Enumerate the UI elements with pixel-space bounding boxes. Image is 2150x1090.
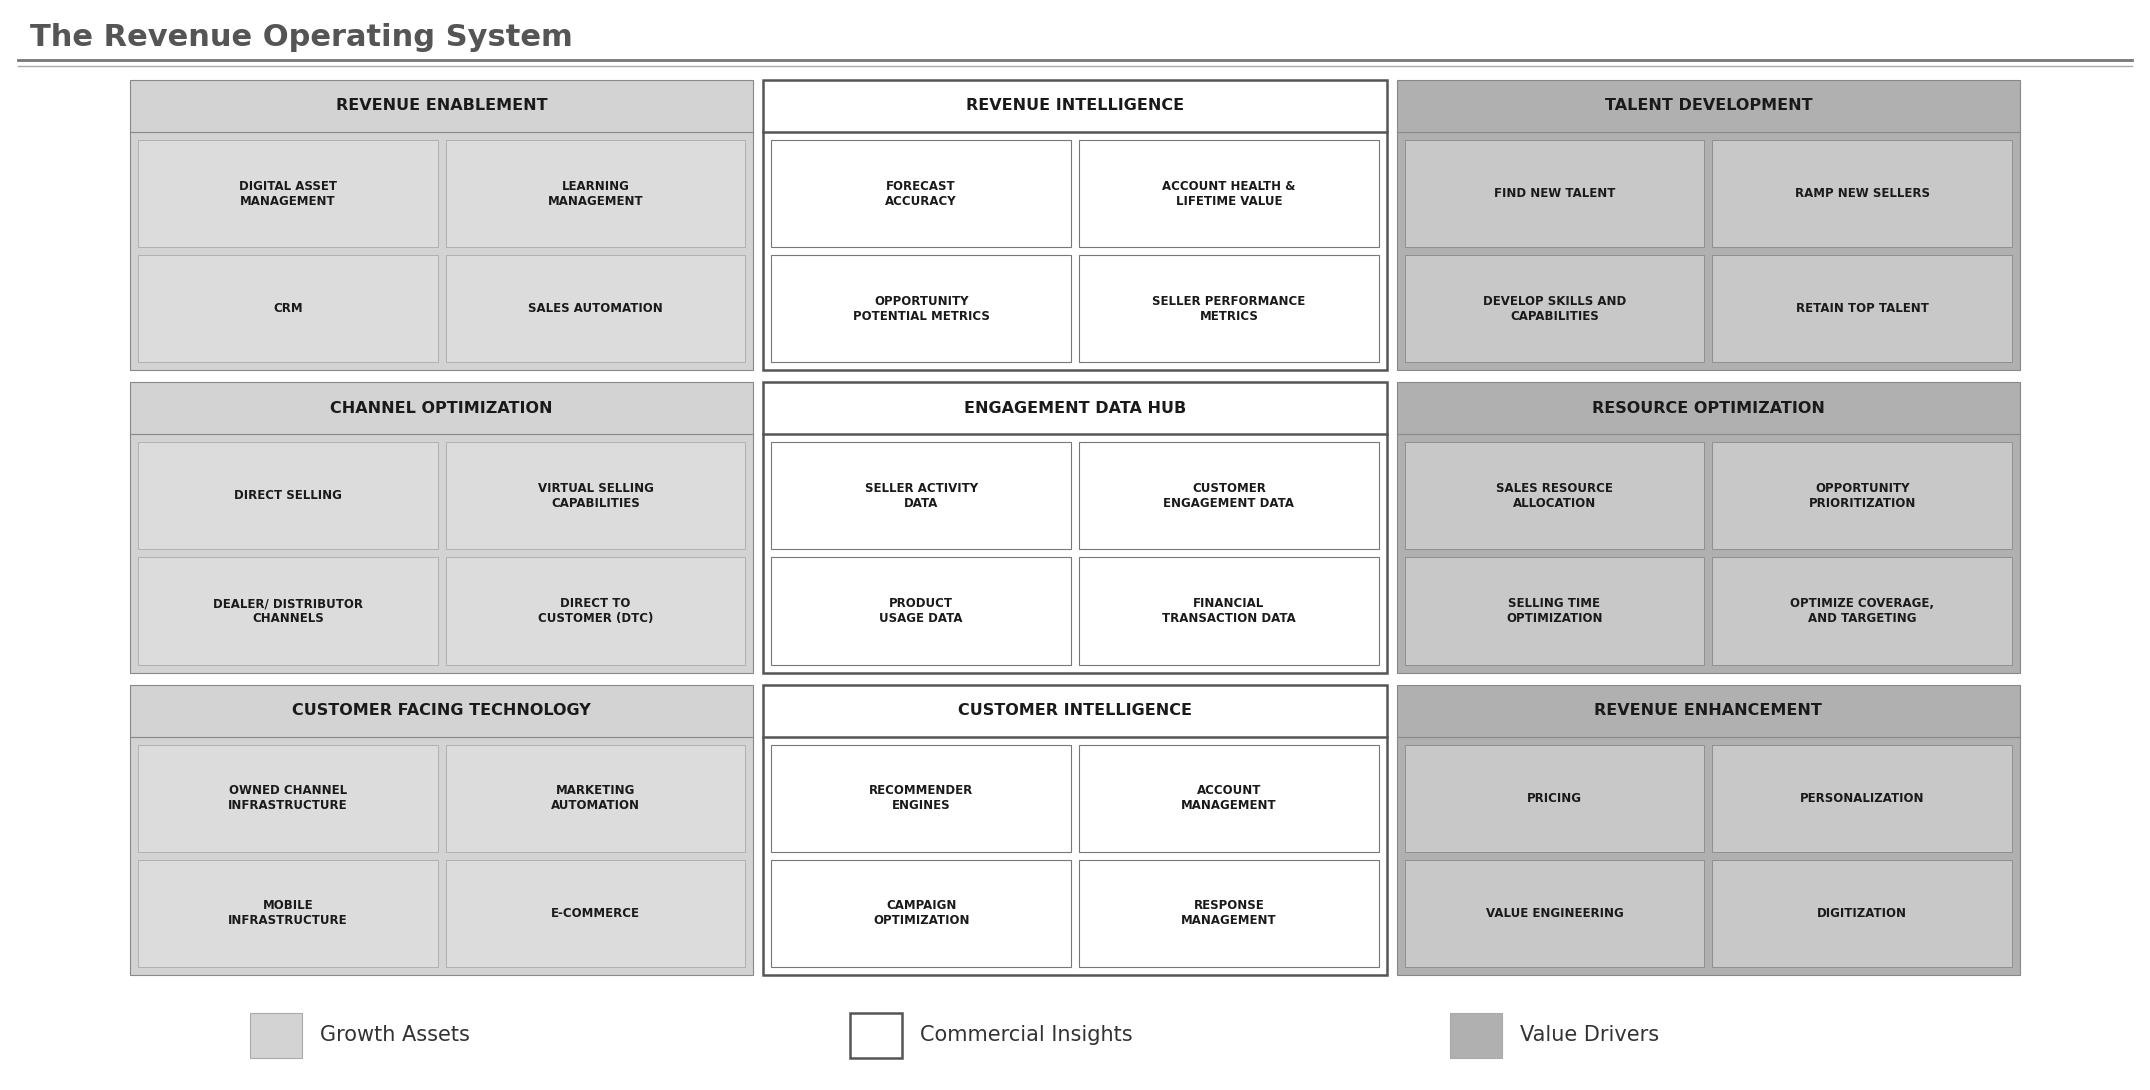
Bar (1711, 557, 2012, 665)
Text: DIGITAL ASSET
MANAGEMENT: DIGITAL ASSET MANAGEMENT (239, 180, 338, 207)
Text: FINANCIAL
TRANSACTION DATA: FINANCIAL TRANSACTION DATA (1161, 597, 1296, 625)
Text: REVENUE ENHANCEMENT: REVENUE ENHANCEMENT (1595, 703, 1823, 718)
Text: TALENT DEVELOPMENT: TALENT DEVELOPMENT (1604, 98, 1812, 113)
Text: SELLING TIME
OPTIMIZATION: SELLING TIME OPTIMIZATION (1507, 597, 1602, 625)
Bar (1711, 744, 2012, 851)
Bar (138, 140, 439, 247)
Bar (772, 744, 1071, 851)
Bar (772, 140, 1071, 247)
Bar (1079, 140, 1378, 247)
Bar (1079, 860, 1378, 967)
Text: DIRECT TO
CUSTOMER (DTC): DIRECT TO CUSTOMER (DTC) (538, 597, 654, 625)
Bar (772, 557, 1071, 665)
Text: Commercial Insights: Commercial Insights (920, 1025, 1133, 1045)
Text: PRICING: PRICING (1526, 791, 1582, 804)
Bar (1079, 744, 1378, 851)
Bar (1449, 1013, 1503, 1057)
Text: E-COMMERCE: E-COMMERCE (550, 907, 641, 920)
Text: OPTIMIZE COVERAGE,
AND TARGETING: OPTIMIZE COVERAGE, AND TARGETING (1791, 597, 1935, 625)
Bar (1711, 443, 2012, 549)
Bar (1404, 443, 1705, 549)
Text: LEARNING
MANAGEMENT: LEARNING MANAGEMENT (548, 180, 643, 207)
Text: CAMPAIGN
OPTIMIZATION: CAMPAIGN OPTIMIZATION (873, 899, 970, 928)
Text: SALES RESOURCE
ALLOCATION: SALES RESOURCE ALLOCATION (1496, 482, 1612, 510)
Bar (129, 685, 752, 974)
Bar (1711, 140, 2012, 247)
Text: FIND NEW TALENT: FIND NEW TALENT (1494, 187, 1615, 201)
Bar (138, 255, 439, 362)
Bar (138, 443, 439, 549)
Text: DEALER/ DISTRIBUTOR
CHANNELS: DEALER/ DISTRIBUTOR CHANNELS (213, 597, 363, 625)
Text: DIRECT SELLING: DIRECT SELLING (234, 489, 342, 502)
Text: CUSTOMER
ENGAGEMENT DATA: CUSTOMER ENGAGEMENT DATA (1163, 482, 1294, 510)
Bar (1398, 80, 2021, 371)
Text: RAMP NEW SELLERS: RAMP NEW SELLERS (1795, 187, 1931, 201)
Bar (445, 744, 746, 851)
Text: DEVELOP SKILLS AND
CAPABILITIES: DEVELOP SKILLS AND CAPABILITIES (1483, 294, 1625, 323)
Text: CUSTOMER FACING TECHNOLOGY: CUSTOMER FACING TECHNOLOGY (292, 703, 591, 718)
Text: OPPORTUNITY
POTENTIAL METRICS: OPPORTUNITY POTENTIAL METRICS (854, 294, 989, 323)
Text: DIGITIZATION: DIGITIZATION (1817, 907, 1907, 920)
Bar (249, 1013, 301, 1057)
Text: RETAIN TOP TALENT: RETAIN TOP TALENT (1795, 302, 1929, 315)
Text: RESOURCE OPTIMIZATION: RESOURCE OPTIMIZATION (1591, 401, 1825, 415)
Bar (772, 443, 1071, 549)
Bar (138, 744, 439, 851)
Bar (1079, 557, 1378, 665)
Bar (1404, 255, 1705, 362)
Text: REVENUE ENABLEMENT: REVENUE ENABLEMENT (335, 98, 548, 113)
Bar (1404, 744, 1705, 851)
Text: CUSTOMER INTELLIGENCE: CUSTOMER INTELLIGENCE (959, 703, 1191, 718)
Text: Growth Assets: Growth Assets (320, 1025, 471, 1045)
Bar (849, 1013, 903, 1057)
Bar (772, 860, 1071, 967)
Text: CHANNEL OPTIMIZATION: CHANNEL OPTIMIZATION (331, 401, 553, 415)
Bar (445, 860, 746, 967)
Bar (763, 685, 1387, 974)
Text: REVENUE INTELLIGENCE: REVENUE INTELLIGENCE (965, 98, 1185, 113)
Bar (1079, 255, 1378, 362)
Text: SALES AUTOMATION: SALES AUTOMATION (529, 302, 662, 315)
Bar (772, 255, 1071, 362)
Bar (445, 140, 746, 247)
Bar (1404, 860, 1705, 967)
Text: ACCOUNT HEALTH &
LIFETIME VALUE: ACCOUNT HEALTH & LIFETIME VALUE (1163, 180, 1296, 207)
Bar (445, 557, 746, 665)
Text: Value Drivers: Value Drivers (1520, 1025, 1660, 1045)
Text: ENGAGEMENT DATA HUB: ENGAGEMENT DATA HUB (963, 401, 1187, 415)
Bar (1404, 140, 1705, 247)
Text: The Revenue Operating System: The Revenue Operating System (30, 24, 572, 52)
Text: SELLER PERFORMANCE
METRICS: SELLER PERFORMANCE METRICS (1152, 294, 1305, 323)
Text: VIRTUAL SELLING
CAPABILITIES: VIRTUAL SELLING CAPABILITIES (538, 482, 654, 510)
Bar (445, 255, 746, 362)
Bar (1398, 383, 2021, 673)
Bar (1079, 443, 1378, 549)
Bar (129, 80, 752, 371)
Text: RECOMMENDER
ENGINES: RECOMMENDER ENGINES (869, 784, 974, 812)
Text: PRODUCT
USAGE DATA: PRODUCT USAGE DATA (879, 597, 963, 625)
Text: FORECAST
ACCURACY: FORECAST ACCURACY (886, 180, 957, 207)
Bar (138, 557, 439, 665)
Bar (763, 80, 1387, 371)
Text: RESPONSE
MANAGEMENT: RESPONSE MANAGEMENT (1180, 899, 1277, 928)
Bar (1404, 557, 1705, 665)
Text: OPPORTUNITY
PRIORITIZATION: OPPORTUNITY PRIORITIZATION (1808, 482, 1916, 510)
Text: ACCOUNT
MANAGEMENT: ACCOUNT MANAGEMENT (1180, 784, 1277, 812)
Text: CRM: CRM (273, 302, 303, 315)
Bar (138, 860, 439, 967)
Bar (1711, 255, 2012, 362)
Text: VALUE ENGINEERING: VALUE ENGINEERING (1486, 907, 1623, 920)
Text: MARKETING
AUTOMATION: MARKETING AUTOMATION (550, 784, 641, 812)
Text: OWNED CHANNEL
INFRASTRUCTURE: OWNED CHANNEL INFRASTRUCTURE (228, 784, 348, 812)
Bar (763, 383, 1387, 673)
Bar (1711, 860, 2012, 967)
Bar (1398, 685, 2021, 974)
Bar (129, 383, 752, 673)
Text: MOBILE
INFRASTRUCTURE: MOBILE INFRASTRUCTURE (228, 899, 348, 928)
Text: SELLER ACTIVITY
DATA: SELLER ACTIVITY DATA (864, 482, 978, 510)
Bar (445, 443, 746, 549)
Text: PERSONALIZATION: PERSONALIZATION (1800, 791, 1924, 804)
